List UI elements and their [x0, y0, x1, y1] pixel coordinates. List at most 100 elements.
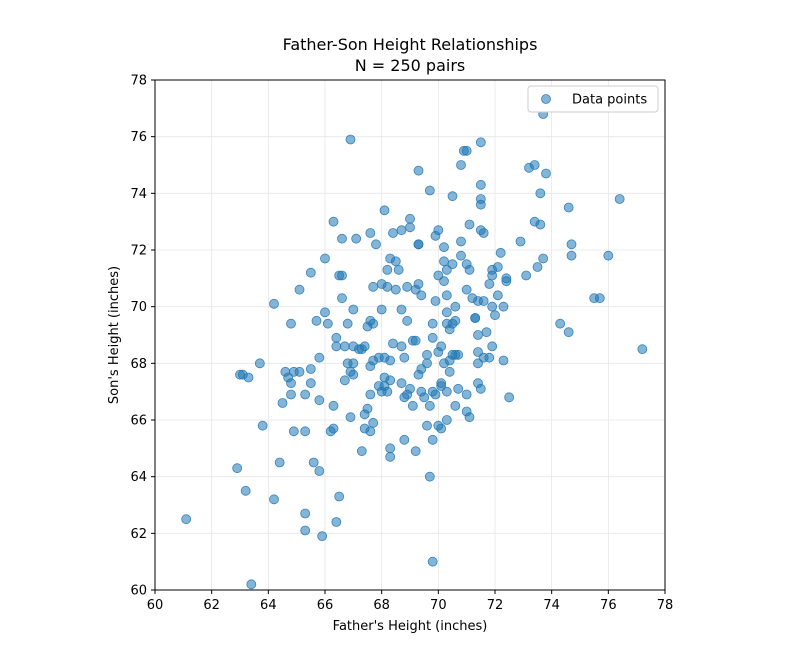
data-point	[314, 352, 325, 363]
data-point	[405, 383, 415, 394]
data-point	[339, 341, 350, 352]
data-point	[419, 392, 430, 403]
plot-frame	[154, 79, 666, 591]
data-point	[456, 236, 466, 247]
data-point	[331, 517, 342, 527]
data-point	[257, 420, 268, 431]
y-tick-label: 60	[130, 584, 147, 599]
data-point	[376, 304, 387, 315]
data-point	[529, 160, 540, 170]
data-point	[427, 556, 438, 567]
data-point	[433, 225, 444, 236]
data-point	[308, 457, 319, 468]
y-axis-label: Son's Height (inches)	[107, 266, 122, 404]
data-point	[365, 426, 376, 437]
data-point	[365, 228, 376, 238]
data-point	[456, 160, 466, 170]
data-point	[320, 253, 330, 264]
data-point	[294, 366, 305, 377]
data-point	[478, 296, 489, 306]
data-point	[481, 327, 492, 338]
data-point	[300, 525, 311, 536]
data-point	[269, 494, 279, 505]
data-point	[368, 318, 379, 329]
data-point	[515, 236, 526, 247]
data-point	[422, 420, 432, 431]
data-point	[555, 318, 566, 329]
data-point	[288, 426, 299, 437]
data-point	[603, 250, 614, 261]
data-point	[407, 400, 418, 411]
chart-subtitle: N = 250 pairs	[355, 56, 466, 75]
data-point	[328, 423, 339, 434]
data-point	[277, 398, 288, 408]
data-point	[373, 352, 384, 363]
data-point	[614, 194, 625, 204]
data-point	[269, 298, 279, 309]
data-point	[541, 168, 551, 179]
x-tick-label: 76	[600, 598, 617, 613]
data-point	[439, 276, 449, 287]
data-point	[484, 279, 495, 289]
data-point	[441, 307, 452, 318]
data-point	[345, 134, 356, 145]
chart-title: Father-Son Height Relationships	[283, 35, 538, 54]
data-point	[427, 434, 438, 445]
legend: Data points	[527, 85, 659, 113]
data-point	[450, 400, 461, 411]
data-point	[405, 222, 415, 233]
data-point	[450, 301, 461, 312]
data-point	[368, 417, 379, 428]
data-point	[396, 378, 407, 389]
y-axis-ticks: 60 62 64 66 68 70 72 74 76 78	[130, 74, 155, 599]
data-point	[402, 281, 413, 292]
data-point	[399, 352, 410, 363]
y-tick-label: 66	[130, 414, 147, 429]
data-point	[385, 375, 396, 386]
data-point	[461, 145, 472, 156]
x-tick-label: 72	[487, 598, 504, 613]
data-point	[444, 366, 455, 377]
data-point	[371, 239, 381, 250]
y-tick-label: 68	[130, 357, 147, 372]
y-tick-label: 70	[130, 300, 147, 315]
data-point	[456, 250, 466, 261]
data-point	[447, 191, 458, 202]
data-point	[388, 228, 398, 238]
data-point	[498, 301, 509, 312]
data-point	[348, 369, 359, 380]
data-point	[402, 315, 413, 326]
data-point	[337, 293, 347, 304]
data-point	[436, 341, 447, 352]
data-point	[594, 293, 605, 304]
data-point	[328, 400, 339, 411]
x-tick-label: 66	[317, 598, 334, 613]
data-point	[365, 389, 376, 400]
data-point	[470, 313, 481, 323]
data-point	[254, 358, 265, 369]
data-point	[427, 332, 438, 343]
data-point	[430, 389, 441, 400]
data-point	[492, 262, 503, 272]
data-point	[441, 386, 452, 397]
x-tick-label: 74	[543, 598, 560, 613]
data-point	[243, 372, 254, 383]
data-point	[427, 318, 438, 329]
data-point	[331, 341, 342, 352]
data-point	[439, 242, 449, 253]
y-tick-label: 78	[130, 74, 147, 89]
data-point	[566, 239, 577, 250]
data-point	[348, 304, 359, 315]
data-point	[286, 389, 296, 400]
y-tick-label: 74	[130, 187, 147, 202]
data-point	[382, 281, 393, 292]
data-point	[362, 403, 373, 414]
data-point	[368, 281, 379, 292]
data-point	[232, 463, 243, 474]
data-point	[379, 205, 390, 216]
data-point	[390, 256, 401, 267]
data-point	[453, 383, 464, 394]
data-point	[441, 415, 452, 425]
data-point	[478, 228, 489, 238]
data-point	[356, 446, 367, 457]
